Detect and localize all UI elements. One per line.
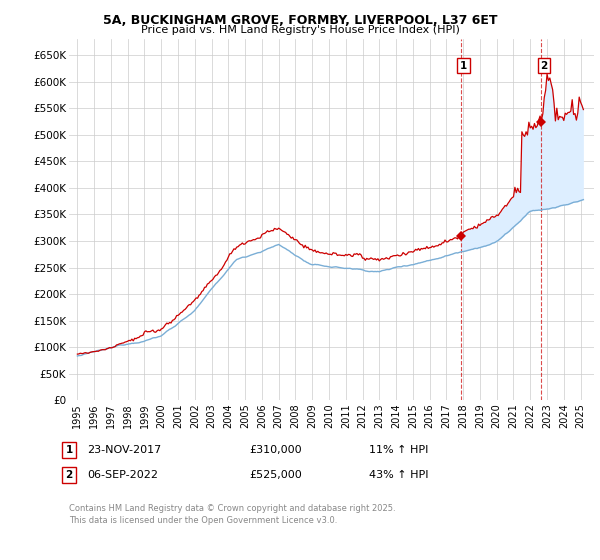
Text: 5A, BUCKINGHAM GROVE, FORMBY, LIVERPOOL, L37 6ET: 5A, BUCKINGHAM GROVE, FORMBY, LIVERPOOL,… [103, 14, 497, 27]
Text: 2: 2 [65, 470, 73, 480]
Text: 06-SEP-2022: 06-SEP-2022 [87, 470, 158, 480]
Text: 2: 2 [541, 60, 548, 71]
Text: 23-NOV-2017: 23-NOV-2017 [87, 445, 161, 455]
Text: 1: 1 [65, 445, 73, 455]
Text: Contains HM Land Registry data © Crown copyright and database right 2025.
This d: Contains HM Land Registry data © Crown c… [69, 504, 395, 525]
Text: Price paid vs. HM Land Registry's House Price Index (HPI): Price paid vs. HM Land Registry's House … [140, 25, 460, 35]
Text: £310,000: £310,000 [249, 445, 302, 455]
Text: 1: 1 [460, 60, 467, 71]
Text: 11% ↑ HPI: 11% ↑ HPI [369, 445, 428, 455]
Text: £525,000: £525,000 [249, 470, 302, 480]
Text: 43% ↑ HPI: 43% ↑ HPI [369, 470, 428, 480]
